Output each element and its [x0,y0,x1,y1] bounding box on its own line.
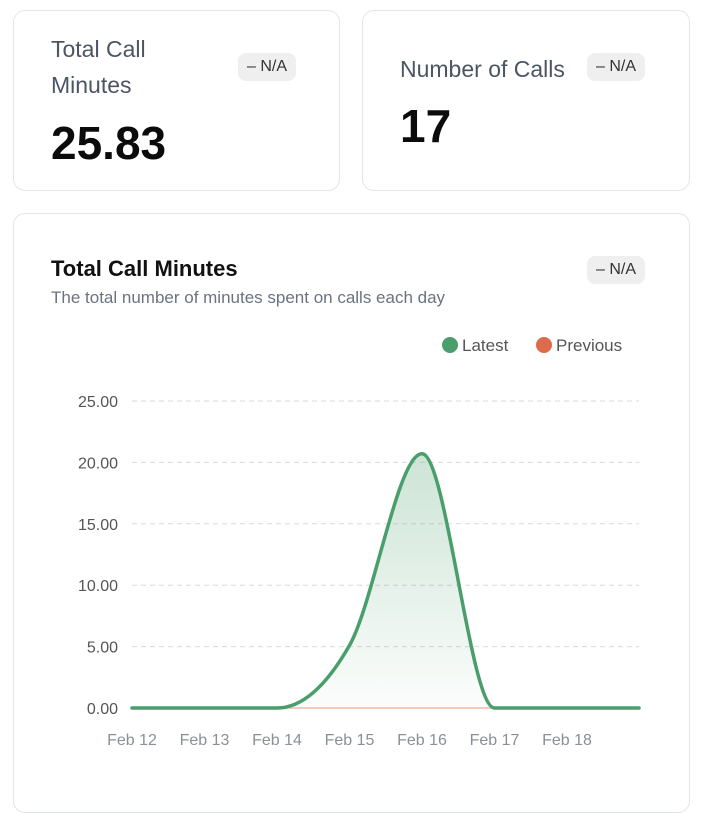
y-tick-label: 25.00 [78,394,118,411]
x-tick-label: Feb 14 [252,732,302,749]
x-tick-label: Feb 12 [107,732,157,749]
number-of-calls-card: Number of Calls – N/A 17 [362,10,690,191]
series-line-latest [130,452,641,710]
y-tick-label: 5.00 [87,640,118,657]
total-call-minutes-value: 25.83 [51,117,167,169]
y-tick-label: 0.00 [87,701,118,718]
x-tick-label: Feb 17 [470,732,520,749]
number-of-calls-label: Number of Calls [400,56,565,82]
number-of-calls-change-badge: – N/A [587,53,646,81]
legend-label: Previous [556,336,622,355]
y-tick-label: 10.00 [78,578,118,595]
total-call-minutes-label: Total Call Minutes [51,36,146,98]
total-call-minutes-change-badge: – N/A [238,53,297,81]
legend-label: Latest [462,336,509,355]
chart-change-badge: – N/A [587,256,646,284]
series-area-latest [132,453,639,708]
legend-marker [442,337,458,353]
call-minutes-chart-card: Total Call Minutes – N/A The total numbe… [13,213,690,813]
y-tick-label: 20.00 [78,455,118,472]
chart-title: Total Call Minutes [51,256,238,281]
call-minutes-chart: 0.00 5.00 10.00 15.00 20.00 25.00 Feb 12 Feb 13… [78,336,641,749]
x-tick-label: Feb 15 [325,732,375,749]
legend-marker [536,337,552,353]
y-tick-label: 15.00 [78,517,118,534]
x-tick-label: Feb 18 [542,732,592,749]
x-tick-label: Feb 16 [397,732,447,749]
total-call-minutes-card: Total Call Minutes – N/A 25.83 [13,10,340,191]
x-tick-label: Feb 13 [180,732,230,749]
number-of-calls-value: 17 [400,100,452,152]
chart-subtitle: The total number of minutes spent on cal… [51,288,446,307]
